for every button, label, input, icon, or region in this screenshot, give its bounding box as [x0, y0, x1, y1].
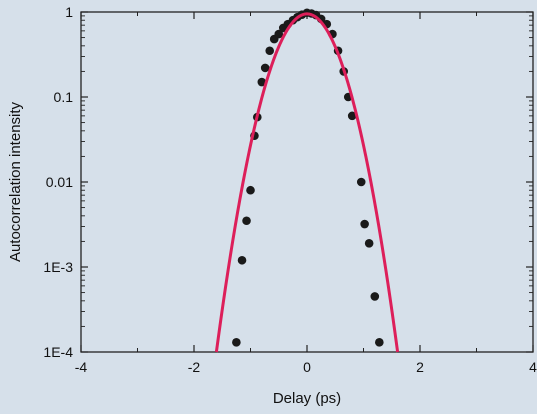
data-point: [274, 29, 284, 39]
x-tick-label: -4: [75, 359, 88, 375]
plot-area-frame: [80, 11, 534, 353]
data-point: [265, 46, 275, 56]
y-tick-label: 0.1: [54, 89, 74, 105]
data-point: [360, 219, 369, 229]
y-tick-label: 0.01: [46, 174, 73, 190]
x-tick-label: 2: [416, 359, 424, 375]
x-axis-ticks: -4 -2 0 2 4: [75, 12, 537, 375]
y-axis-title: Autocorrelation intensity: [7, 101, 24, 262]
series-layer: [214, 8, 400, 353]
data-point: [237, 255, 247, 265]
gaussian-fit-curve: [214, 12, 400, 353]
data-point: [242, 216, 251, 226]
data-point: [370, 292, 380, 301]
x-tick-label: 4: [529, 359, 537, 375]
x-tick-label: 0: [303, 359, 311, 375]
data-point: [260, 63, 270, 73]
data-point: [257, 77, 267, 87]
data-point: [356, 177, 366, 187]
data-point: [232, 338, 241, 347]
y-axis-ticks: 1 0.1 0.01 1E-3 1E-4: [43, 4, 533, 360]
data-point: [364, 239, 374, 248]
y-tick-label: 1E-3: [43, 259, 73, 275]
x-axis-title: Delay (ps): [273, 390, 341, 407]
data-point: [347, 111, 357, 121]
y-tick-label: 1: [65, 4, 73, 20]
x-tick-label: -2: [188, 359, 201, 375]
y-tick-label: 1E-4: [43, 344, 73, 360]
data-point: [246, 185, 255, 195]
data-point: [375, 338, 384, 347]
